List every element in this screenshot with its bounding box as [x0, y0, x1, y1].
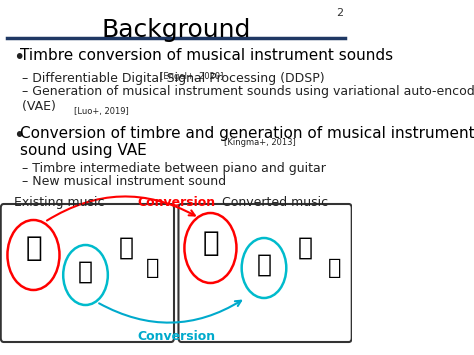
Text: Existing music: Existing music — [14, 196, 105, 209]
Text: – New musical instrument sound: – New musical instrument sound — [22, 175, 227, 188]
Text: 🥁: 🥁 — [297, 236, 312, 260]
Text: [Luo+, 2019]: [Luo+, 2019] — [74, 107, 129, 116]
Text: Background: Background — [101, 18, 251, 42]
Text: 🎹: 🎹 — [202, 229, 219, 257]
Text: 🎸: 🎸 — [256, 253, 272, 277]
Text: 2: 2 — [337, 8, 344, 18]
Text: 🎹: 🎹 — [25, 234, 42, 262]
Text: 🎸: 🎸 — [78, 260, 93, 284]
FancyBboxPatch shape — [179, 204, 352, 342]
FancyArrowPatch shape — [99, 301, 241, 323]
Text: [Kingma+, 2013]: [Kingma+, 2013] — [224, 138, 296, 147]
Text: 🥁: 🥁 — [119, 236, 134, 260]
Text: Conversion: Conversion — [137, 196, 215, 209]
Text: 🎸: 🎸 — [146, 258, 159, 278]
Text: [Engel+, 2020]: [Engel+, 2020] — [160, 72, 223, 81]
Text: 🎸: 🎸 — [328, 258, 341, 278]
Text: •: • — [13, 126, 25, 145]
Text: Conversion: Conversion — [137, 330, 215, 343]
Text: •: • — [13, 48, 25, 67]
FancyBboxPatch shape — [1, 204, 174, 342]
Text: – Generation of musical instrument sounds using variational auto-encoder
(VAE): – Generation of musical instrument sound… — [22, 85, 474, 113]
Text: Converted music: Converted music — [222, 196, 328, 209]
Text: – Differentiable Digital Signal Processing (DDSP): – Differentiable Digital Signal Processi… — [22, 72, 329, 85]
Text: – Timbre intermediate between piano and guitar: – Timbre intermediate between piano and … — [22, 162, 326, 175]
Text: Conversion of timbre and generation of musical instrument
sound using VAE: Conversion of timbre and generation of m… — [20, 126, 474, 158]
Text: Timbre conversion of musical instrument sounds: Timbre conversion of musical instrument … — [20, 48, 393, 63]
FancyArrowPatch shape — [47, 196, 195, 220]
